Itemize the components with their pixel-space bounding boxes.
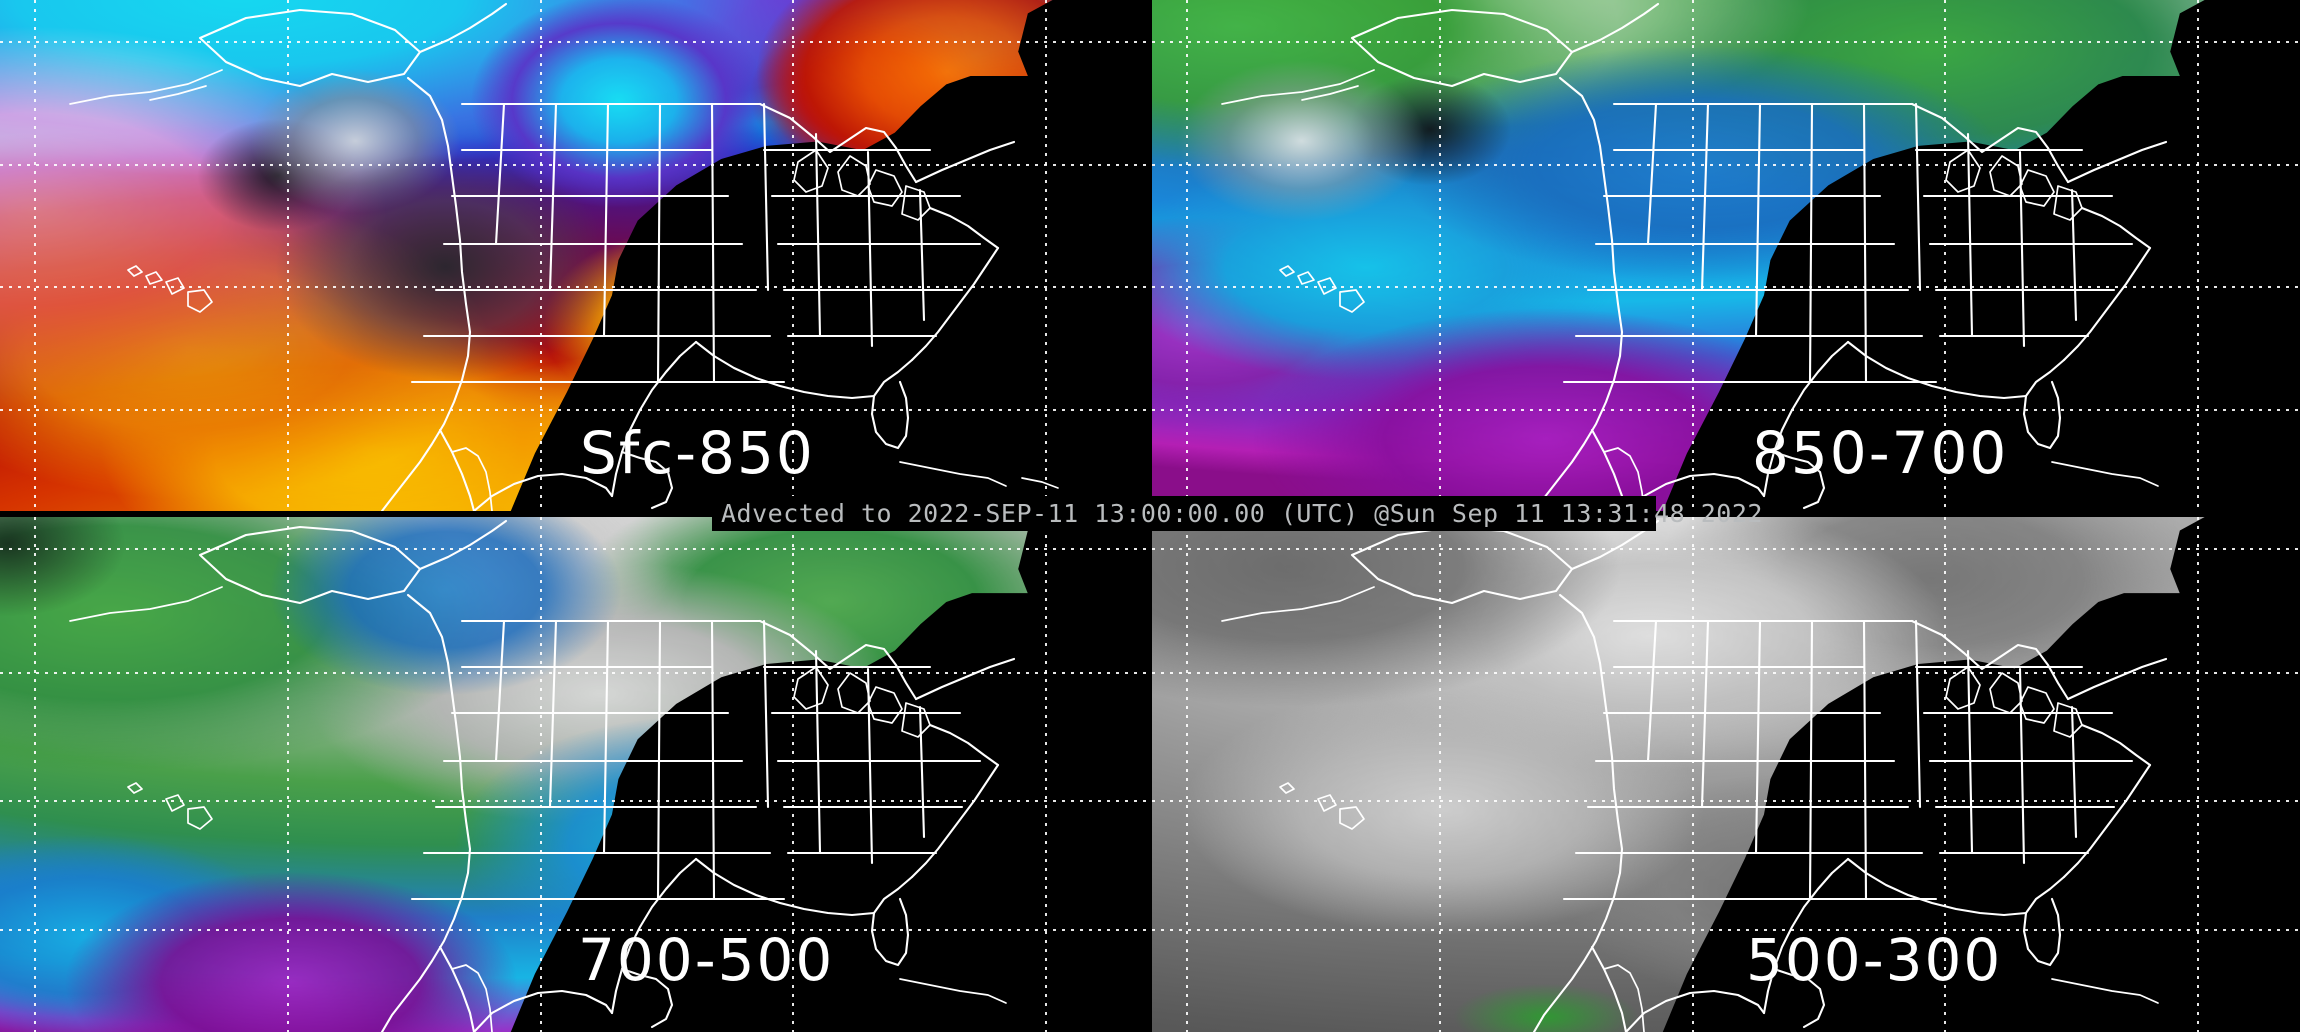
graticule-longitude-line: [1944, 517, 1947, 1032]
panel-700-500[interactable]: 700-500: [0, 517, 1148, 1032]
graticule-latitude-line: [0, 408, 1148, 411]
graticule-longitude-line: [792, 0, 795, 511]
graticule-latitude-line: [0, 40, 1148, 43]
graticule-longitude-line: [34, 517, 37, 1032]
graticule-latitude-line: [1152, 671, 2300, 674]
graticule-latitude-line: [0, 286, 1148, 289]
graticule-longitude-line: [1439, 517, 1441, 1032]
graticule-longitude-line: [1186, 517, 1189, 1032]
graticule-longitude-line: [1044, 517, 1047, 1032]
graticule-latitude-line: [1152, 40, 2300, 43]
graticule-latitude-line: [1152, 800, 2300, 803]
graticule-latitude-line: [0, 929, 1148, 931]
graticule-longitude-line: [287, 0, 289, 511]
graticule-latitude-line: [1152, 929, 2300, 931]
panel-label-700-500: 700-500: [578, 926, 835, 994]
timestamp-text: Advected to 2022-SEP-11 13:00:00.00 (UTC…: [721, 499, 1763, 528]
panel-label-850-700: 850-700: [1752, 419, 2009, 487]
panel-label-500-300: 500-300: [1746, 926, 2003, 994]
graticule-longitude-line: [1439, 0, 1441, 511]
graticule-longitude-line: [1691, 0, 1694, 511]
graticule-longitude-line: [1186, 0, 1189, 511]
graticule-longitude-line: [2196, 517, 2199, 1032]
timestamp-banner: Advected to 2022-SEP-11 13:00:00.00 (UTC…: [712, 496, 1762, 531]
graticule-longitude-line: [539, 0, 542, 511]
graticule-latitude-line: [1152, 547, 2300, 550]
panel-850-700[interactable]: 850-700: [1152, 0, 2300, 511]
graticule-longitude-line: [792, 517, 795, 1032]
graticule-longitude-line: [1044, 0, 1047, 511]
graticule-longitude-line: [1944, 0, 1947, 511]
panel-500-300[interactable]: 500-300: [1152, 517, 2300, 1032]
graticule-longitude-line: [2196, 0, 2199, 511]
panel-label-sfc-850: Sfc-850: [580, 419, 815, 487]
graticule-latitude-line: [0, 671, 1148, 674]
graticule-longitude-line: [539, 517, 542, 1032]
panel-sfc-850[interactable]: Sfc-850: [0, 0, 1148, 511]
graticule-latitude-line: [1152, 286, 2300, 289]
graticule-latitude-line: [0, 800, 1148, 803]
graticule-latitude-line: [1152, 163, 2300, 166]
graticule-latitude-line: [0, 163, 1148, 166]
graticule-longitude-line: [34, 0, 37, 511]
graticule-latitude-line: [0, 547, 1148, 550]
graticule-longitude-line: [287, 517, 289, 1032]
graticule-longitude-line: [1691, 517, 1694, 1032]
graticule-latitude-line: [1152, 408, 2300, 411]
